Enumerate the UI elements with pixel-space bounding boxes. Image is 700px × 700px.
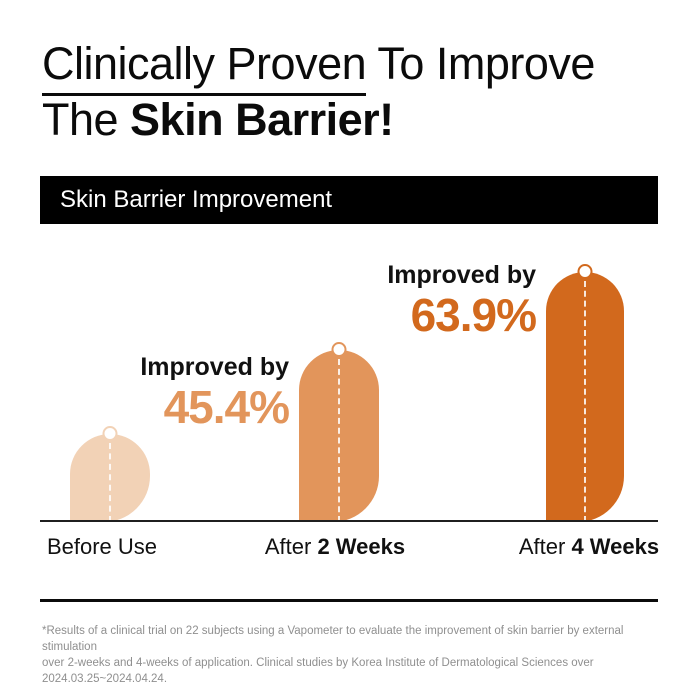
title-line2-regular: The	[42, 94, 131, 145]
footer-divider	[40, 599, 658, 602]
chart-area: Before Use After 2 Weeks Improved by 45.4% A…	[40, 240, 659, 559]
axis-label-bold: 4 Weeks	[571, 534, 660, 559]
title-line2-bold: Skin Barrier!	[130, 94, 394, 145]
bar-annotation-after-4-weeks: Improved by 63.9%	[387, 260, 537, 341]
bar-annotation-after-2-weeks: Improved by 45.4%	[140, 352, 290, 433]
bar-top-marker	[331, 342, 347, 357]
section-banner-label: Skin Barrier Improvement	[60, 186, 333, 213]
bar-top-marker	[577, 264, 593, 279]
footnote-line1: *Results of a clinical trial on 22 subje…	[42, 625, 624, 653]
axis-label-regular: After	[518, 534, 572, 559]
axis-label-regular: Before Use	[46, 534, 158, 559]
axis-label-regular: After	[264, 534, 318, 559]
axis-label-bold: 2 Weeks	[317, 534, 406, 559]
title-underlined-phrase: Clinically Proven	[42, 38, 367, 96]
bar-after-2-weeks	[299, 342, 379, 522]
chart-baseline	[40, 520, 658, 522]
axis-label-after-2-weeks: After 2 Weeks	[265, 534, 405, 560]
axis-label-after-4-weeks: After 4 Weeks	[519, 534, 659, 560]
annotation-label: Improved by	[140, 353, 289, 381]
axis-label-before-use: Before Use	[47, 534, 157, 560]
annotation-value: 63.9%	[410, 289, 537, 341]
bar-before-use	[70, 426, 150, 522]
footnote: *Results of a clinical trial on 22 subje…	[42, 623, 662, 687]
bar-after-4-weeks	[546, 264, 624, 522]
annotation-value: 45.4%	[163, 381, 290, 433]
bar-top-marker	[102, 426, 118, 441]
section-banner: Skin Barrier Improvement	[40, 176, 658, 224]
bar-center-dashline	[584, 281, 586, 522]
bar-center-dashline	[338, 359, 340, 522]
bar-center-dashline	[109, 443, 111, 522]
annotation-label: Improved by	[387, 261, 536, 289]
page-title: Clinically Proven To Improve The Skin Ba…	[42, 36, 595, 148]
title-line1-rest: To Improve	[366, 38, 595, 89]
footnote-line2: over 2-weeks and 4-weeks of application.…	[42, 657, 594, 685]
